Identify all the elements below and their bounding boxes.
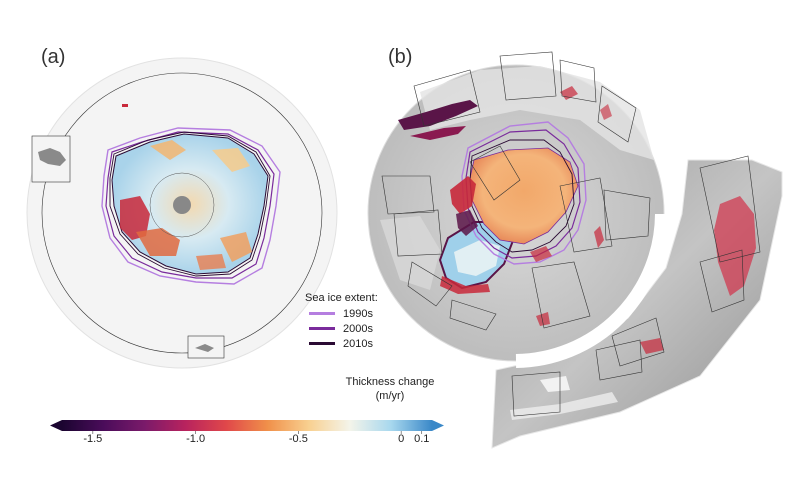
panel-b-label: (b): [388, 46, 413, 68]
panel-a-pole-hole: [173, 196, 191, 214]
panel-b-outer-sector: [491, 159, 783, 449]
colorbar-tick-label: -0.5: [288, 433, 308, 445]
legend-item-2010s: 2010s: [305, 336, 378, 351]
panel-b-region-boxes: [381, 51, 651, 331]
panel-a-grid-circle: [41, 72, 323, 354]
panel-a-map: [26, 57, 338, 369]
panel-b-outer-boxes: [511, 155, 761, 417]
legend-label: 2000s: [343, 322, 373, 335]
colorbar-tickmarks: [92, 431, 423, 434]
colorbar-bar: [62, 420, 432, 431]
panel-a-sea-ice-2010s: [109, 131, 271, 277]
legend-swatch: [309, 327, 335, 330]
legend-title: Sea ice extent:: [305, 292, 378, 304]
legend-label: 2010s: [343, 337, 373, 350]
legend-label: 1990s: [343, 307, 373, 320]
colorbar-tick-label: -1.5: [83, 433, 103, 445]
panel-a-thinning-west: [120, 196, 150, 240]
legend-swatch: [309, 342, 335, 345]
panel-b-outer-loss: [714, 196, 756, 296]
panel-b-sea-ice-2010s: [469, 139, 575, 253]
colorbar-title: Thickness change (m/yr): [330, 375, 450, 403]
panel-a-sea-ice-1990s: [101, 127, 281, 285]
colorbar-title-line2: (m/yr): [375, 390, 405, 402]
legend-item-1990s: 1990s: [305, 306, 378, 321]
colorbar-tick-label: 0.1: [414, 433, 430, 445]
panel-b-map: [367, 51, 783, 449]
panel-a-inset-island: [38, 148, 66, 166]
colorbar: [50, 420, 444, 434]
colorbar-title-line1: Thickness change: [345, 376, 435, 388]
colorbar-arrow-left: [50, 420, 62, 431]
panel-a-label: (a): [41, 46, 66, 68]
legend-swatch: [309, 312, 335, 315]
colorbar-arrow-right: [432, 420, 444, 431]
sea-ice-legend: Sea ice extent: 1990s 2000s 2010s: [305, 292, 378, 351]
colorbar-tick-label: -1.0: [186, 433, 206, 445]
legend-item-2000s: 2000s: [305, 321, 378, 336]
panel-a-lat-circle: [149, 172, 215, 238]
panel-a-sea-ice-2000s: [105, 131, 275, 279]
colorbar-tick-label: 0: [398, 433, 405, 445]
